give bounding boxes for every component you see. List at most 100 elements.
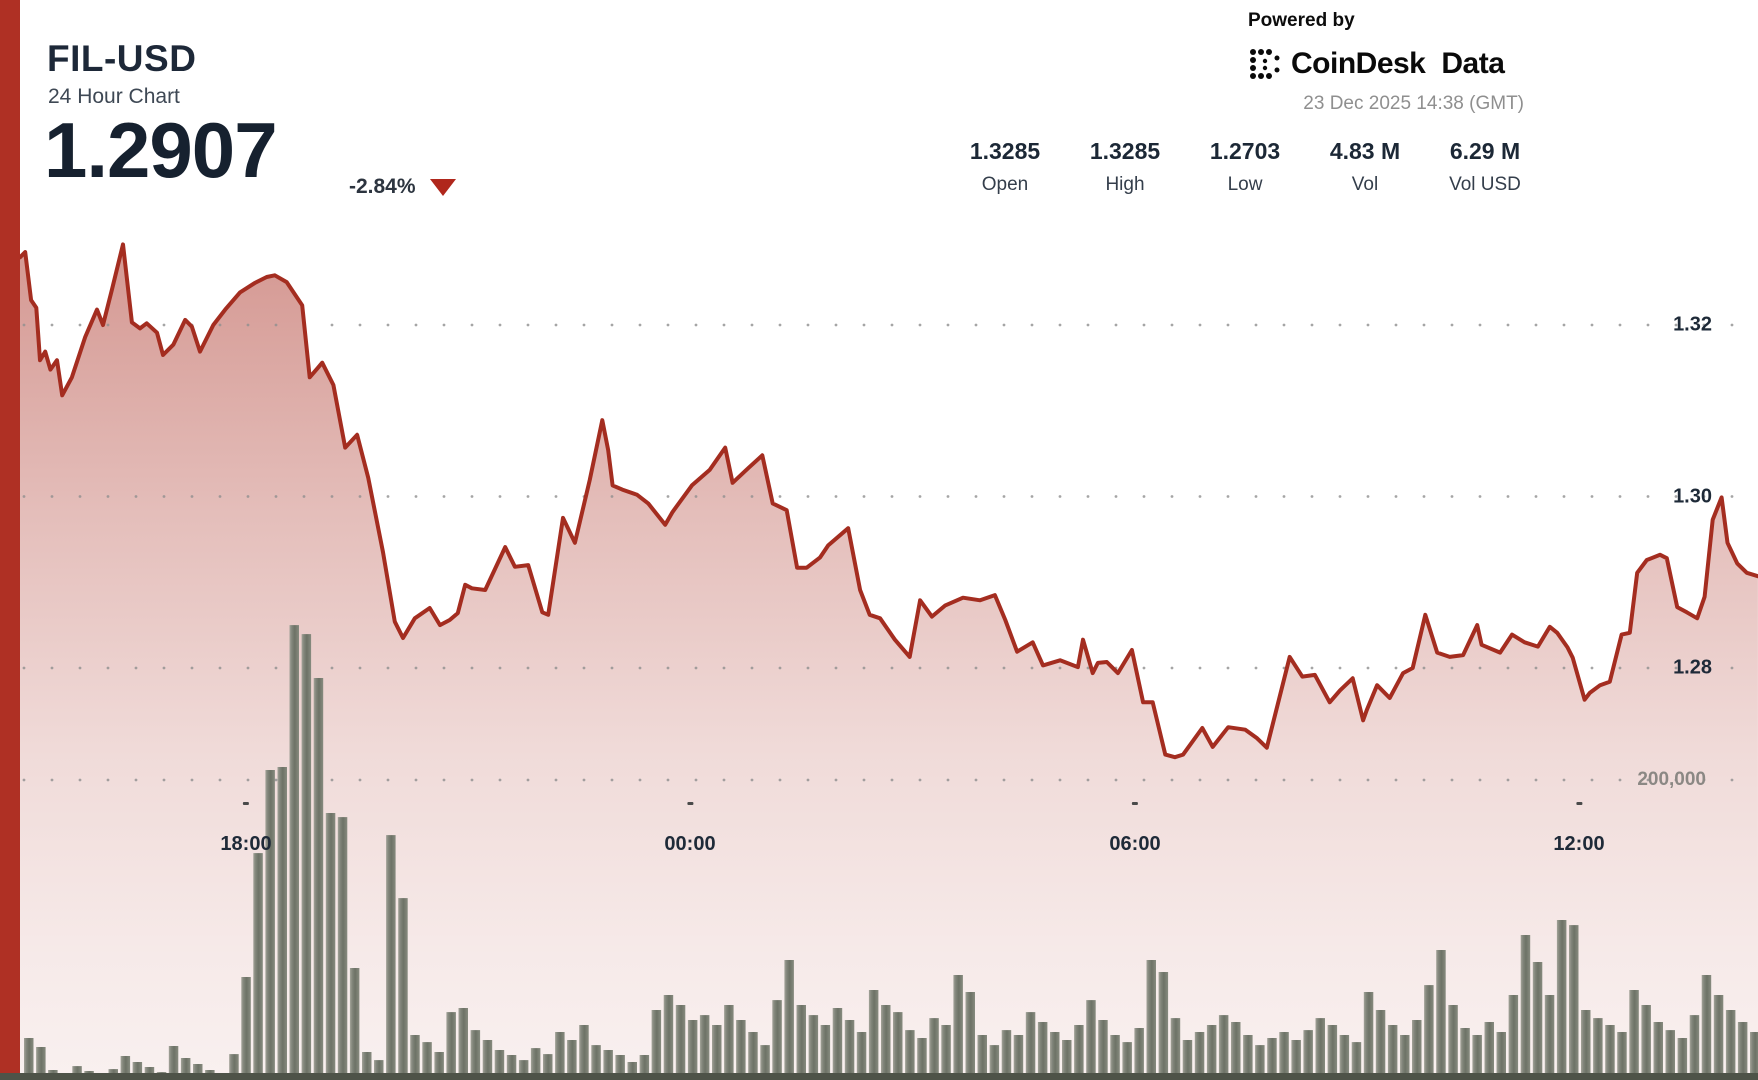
gridline-dot (946, 778, 950, 782)
gridline-dot (330, 666, 334, 670)
volume-bar (1472, 1035, 1482, 1080)
gridline-dot (1562, 778, 1566, 782)
gridline-dot (106, 666, 110, 670)
gridline-dot (1422, 666, 1426, 670)
gridline-dot (890, 666, 894, 670)
volume-bar (1556, 920, 1567, 1080)
gridline-dot (778, 323, 782, 327)
gridline-dot (218, 666, 222, 670)
gridline-dot (498, 778, 502, 782)
gridline-dot (862, 323, 866, 327)
gridline-dot (1478, 495, 1482, 498)
gridline-dot (1226, 778, 1230, 782)
volume-bar (1001, 1030, 1012, 1080)
volume-bar (180, 1058, 191, 1080)
gridline-dot (1702, 778, 1706, 782)
gridline-dot (22, 323, 26, 327)
gridline-dot (610, 778, 614, 782)
gridline-dot (1310, 495, 1314, 498)
gridline-dot (918, 323, 922, 327)
gridline-dot (190, 495, 194, 498)
gridline-dot (1002, 495, 1006, 498)
gridline-dot (638, 666, 642, 670)
gridline-dot (918, 778, 922, 782)
volume-bar (784, 960, 794, 1080)
brand-name: CoinDesk (1291, 47, 1426, 80)
gridline-dot (1450, 778, 1454, 782)
volume-bar (265, 770, 275, 1080)
gridline-dot (1002, 323, 1006, 327)
gridline-dot (218, 323, 222, 327)
volume-bar (1641, 1005, 1651, 1080)
volume-bar (1255, 1045, 1265, 1080)
volume-bar (832, 1008, 843, 1080)
gridline-dot (22, 495, 26, 498)
volume-bar (301, 634, 312, 1080)
gridline-dot (1338, 323, 1342, 327)
volume-bar (1050, 1032, 1060, 1080)
volume-bar (1701, 975, 1712, 1080)
volume-bar (1750, 1032, 1758, 1080)
volume-bar (579, 1025, 589, 1080)
gridline-dot (274, 495, 278, 498)
volume-bar (349, 968, 360, 1080)
coindesk-logo-icon (1250, 49, 1280, 79)
gridline-dot (1646, 666, 1650, 670)
gridline-dot (722, 323, 726, 327)
x-axis-time-label: 18:00 (220, 833, 272, 855)
gridline-dot (190, 778, 194, 782)
gridline-dot (1506, 495, 1510, 498)
gridline-dot (526, 495, 530, 498)
gridline-dot (1058, 323, 1062, 327)
gridline-dot (358, 495, 362, 498)
volume-bar (518, 1060, 529, 1080)
gridline-dot (1730, 666, 1734, 670)
chart-baseline-band (0, 1073, 1758, 1080)
volume-bar (856, 1032, 867, 1080)
gridline-dot (78, 778, 82, 782)
volume-bar (1460, 1028, 1470, 1080)
volume-bar (675, 1005, 686, 1080)
volume-bar (374, 1060, 384, 1080)
price-change-percent: -2.84% (349, 175, 416, 198)
gridline-dot (1030, 778, 1034, 782)
gridline-dot (1702, 323, 1706, 327)
volume-bar (893, 1012, 903, 1080)
volume-bar (446, 1012, 456, 1080)
gridline-dot (246, 323, 250, 327)
volume-bar (1496, 1032, 1506, 1080)
gridline-dot (1618, 666, 1622, 670)
gridline-dot (50, 323, 54, 327)
gridline-dot (274, 666, 278, 670)
volume-bar (1665, 1030, 1675, 1080)
gridline-dot (722, 666, 726, 670)
stat-volume-usd-label: Vol USD (1449, 174, 1521, 195)
volume-bar (530, 1048, 541, 1080)
volume-bar (724, 1005, 734, 1080)
x-axis-time-label: 12:00 (1553, 833, 1605, 855)
volume-bar (1122, 1042, 1132, 1080)
gridline-dot (554, 666, 558, 670)
gridline-dot (330, 323, 334, 327)
gridline-dot (1226, 666, 1230, 670)
gridline-dot (414, 778, 418, 782)
volume-bar (1351, 1042, 1362, 1080)
volume-bar (989, 1045, 1000, 1080)
gridline-dot (806, 666, 810, 670)
gridline-dot (1030, 495, 1034, 498)
gridline-dot (274, 323, 278, 327)
gridline-dot (890, 778, 894, 782)
volume-bar (1327, 1025, 1338, 1080)
volume-bar (1182, 1040, 1193, 1080)
volume-bar (1508, 995, 1519, 1080)
gridline-dot (1534, 778, 1538, 782)
volume-bar (1677, 1038, 1688, 1080)
gridline-dot (666, 778, 670, 782)
gridline-dot (1142, 666, 1146, 670)
volume-bar (1653, 1022, 1663, 1080)
gridline-dot (862, 778, 866, 782)
gridline-dot (918, 666, 922, 670)
volume-bar (289, 625, 299, 1080)
volume-bar (1062, 1040, 1072, 1080)
